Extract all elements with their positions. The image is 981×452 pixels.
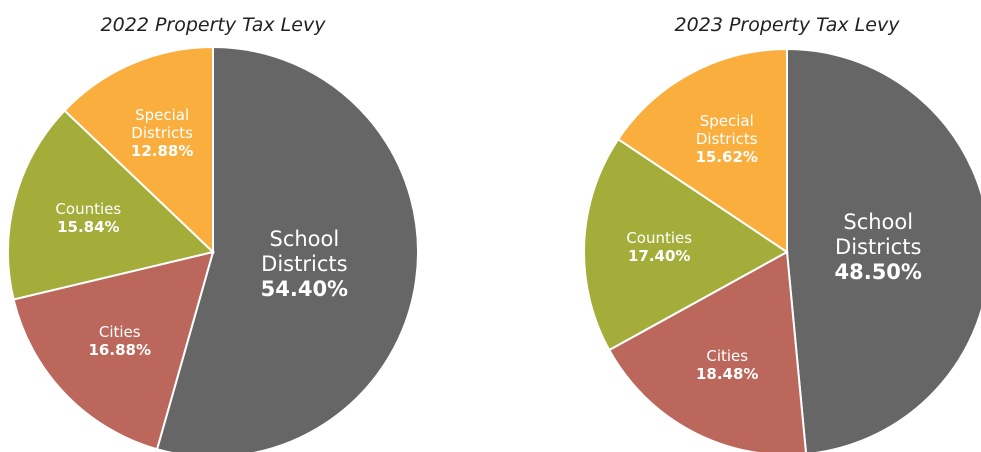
slice-label: Cities 16.88% bbox=[88, 323, 150, 359]
slice-value: 16.88% bbox=[88, 341, 151, 360]
slice-name: School Districts bbox=[261, 226, 348, 277]
slice-value: 15.62% bbox=[695, 148, 758, 167]
slice-value: 17.40% bbox=[627, 246, 691, 265]
slice-name: Special Districts bbox=[131, 106, 193, 143]
slice-name: Counties bbox=[55, 200, 122, 219]
pie-slice bbox=[63, 45, 214, 255]
slice-value: 15.84% bbox=[57, 218, 120, 237]
pie-slice bbox=[583, 137, 789, 352]
chart-title: 2023 Property Tax Levy bbox=[674, 14, 900, 36]
slice-label: School Districts 48.50% bbox=[827, 210, 930, 286]
slice-name: Special Districts bbox=[695, 112, 758, 149]
slice-label: Counties 15.84% bbox=[55, 200, 121, 236]
slice-name: Cities bbox=[706, 347, 749, 366]
slice-name: Counties bbox=[626, 228, 693, 247]
slice-value: 18.48% bbox=[695, 365, 759, 384]
slice-value: 12.88% bbox=[130, 142, 194, 161]
pie-slice bbox=[12, 250, 215, 451]
slice-name: Cities bbox=[98, 323, 141, 342]
slice-value: 54.40% bbox=[260, 277, 349, 302]
slice-label: Special Districts 15.62% bbox=[682, 112, 772, 166]
slice-label: School Districts 54.40% bbox=[249, 227, 359, 303]
slice-label: Special Districts 12.88% bbox=[117, 106, 207, 160]
pie-slice bbox=[155, 45, 419, 452]
pie-slice bbox=[607, 250, 807, 452]
pie-slice bbox=[7, 109, 216, 301]
pie-slice bbox=[616, 47, 788, 254]
slice-label: Counties 17.40% bbox=[626, 229, 692, 265]
pie-slice bbox=[786, 47, 981, 452]
chart-title: 2022 Property Tax Levy bbox=[100, 14, 326, 36]
slice-label: Cities 18.48% bbox=[696, 347, 758, 383]
slice-name: School Districts bbox=[835, 209, 922, 260]
slice-value: 48.50% bbox=[834, 260, 922, 285]
